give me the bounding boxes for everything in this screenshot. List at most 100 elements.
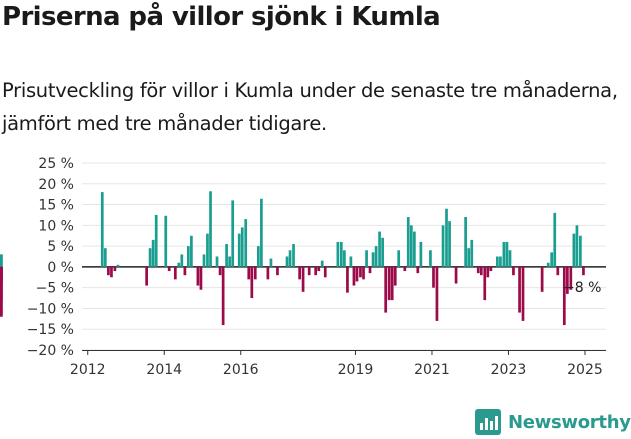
bar [186, 246, 190, 267]
bar [298, 266, 301, 280]
bar [202, 254, 206, 267]
bar [225, 244, 228, 267]
bar [445, 208, 448, 267]
x-axis: 2012 2014 2016 2019 2021 2023 2025 [70, 350, 606, 378]
bar [413, 231, 416, 267]
bar [256, 246, 260, 267]
bar [154, 214, 158, 267]
bar [470, 239, 474, 267]
bar [180, 254, 184, 267]
bars [0, 191, 585, 326]
last-value-annotation: −8 % [563, 280, 601, 296]
y-tick-label: 25 % [38, 156, 74, 172]
x-tick-label: 2014 [146, 362, 182, 378]
bar [553, 212, 557, 267]
bar [448, 221, 451, 267]
bar [314, 266, 318, 276]
bar [374, 246, 378, 267]
bar [582, 266, 585, 276]
x-tick-label: 2019 [338, 362, 374, 378]
bar [100, 192, 104, 267]
bar [209, 191, 212, 267]
bar [521, 266, 525, 321]
bar [409, 225, 413, 267]
bar [167, 266, 171, 272]
bar [349, 256, 353, 267]
bar [250, 266, 254, 299]
bar [464, 217, 467, 267]
bar [148, 248, 152, 267]
x-tick-label: 2023 [491, 362, 527, 378]
bar [151, 239, 155, 267]
bar [512, 266, 515, 276]
bar [173, 266, 177, 280]
brand-name: Newsworthy [508, 411, 631, 433]
bar [0, 254, 3, 267]
bar [556, 266, 560, 276]
bar [359, 266, 362, 278]
bar [416, 266, 420, 274]
bar [285, 256, 289, 267]
bar [403, 266, 407, 272]
bar [0, 266, 3, 301]
bar [307, 266, 311, 276]
bar-chart-icon [475, 409, 501, 435]
bar [177, 262, 181, 267]
bar [502, 241, 506, 267]
bar [301, 266, 305, 292]
bar [317, 266, 321, 272]
bar [489, 266, 493, 272]
bar [419, 241, 423, 267]
bar [206, 233, 209, 267]
x-tick-label: 2016 [223, 362, 259, 378]
bar [518, 266, 521, 313]
bar [390, 266, 394, 301]
bar [508, 250, 512, 267]
bar [288, 250, 292, 267]
bar [231, 200, 235, 267]
bar [352, 266, 356, 286]
bar [145, 266, 148, 286]
bar [467, 248, 471, 267]
bar [221, 266, 225, 326]
bar [496, 256, 499, 267]
bar [486, 266, 490, 278]
bar [196, 266, 200, 286]
bar [562, 266, 566, 326]
bar [362, 266, 365, 280]
bar [432, 266, 435, 288]
bar [218, 266, 222, 276]
y-tick-label: −5 % [36, 281, 74, 297]
bar [540, 266, 544, 292]
bar [336, 241, 340, 267]
bar [269, 258, 273, 267]
bar [339, 241, 343, 267]
bar [253, 266, 257, 280]
newsworthy-logo: Newsworthy [475, 407, 631, 437]
chart-title: Priserna på villor sjönk i Kumla [2, 2, 441, 32]
y-tick-label: 20 % [38, 177, 74, 193]
bar [435, 266, 439, 321]
y-axis: −20 % −15 % −10 % −5 % 0 % 5 % 10 % 15 % 20 % 25 … [27, 156, 74, 359]
bar [378, 231, 381, 267]
bar [499, 256, 502, 267]
bar [240, 227, 244, 267]
bar [505, 241, 509, 267]
bar [183, 266, 187, 276]
bar [276, 266, 279, 276]
x-tick-label: 2021 [414, 362, 450, 378]
bar [566, 266, 569, 294]
bar [292, 244, 295, 267]
bar [441, 225, 445, 267]
bar [579, 235, 582, 267]
bar [107, 266, 110, 276]
bar [323, 266, 327, 278]
bar [365, 250, 368, 267]
bar [228, 256, 231, 267]
bar [368, 266, 372, 274]
bar [479, 266, 483, 276]
bar [346, 266, 349, 293]
bar [569, 266, 573, 290]
bar [393, 266, 397, 286]
y-tick-label: 0 % [47, 260, 74, 276]
